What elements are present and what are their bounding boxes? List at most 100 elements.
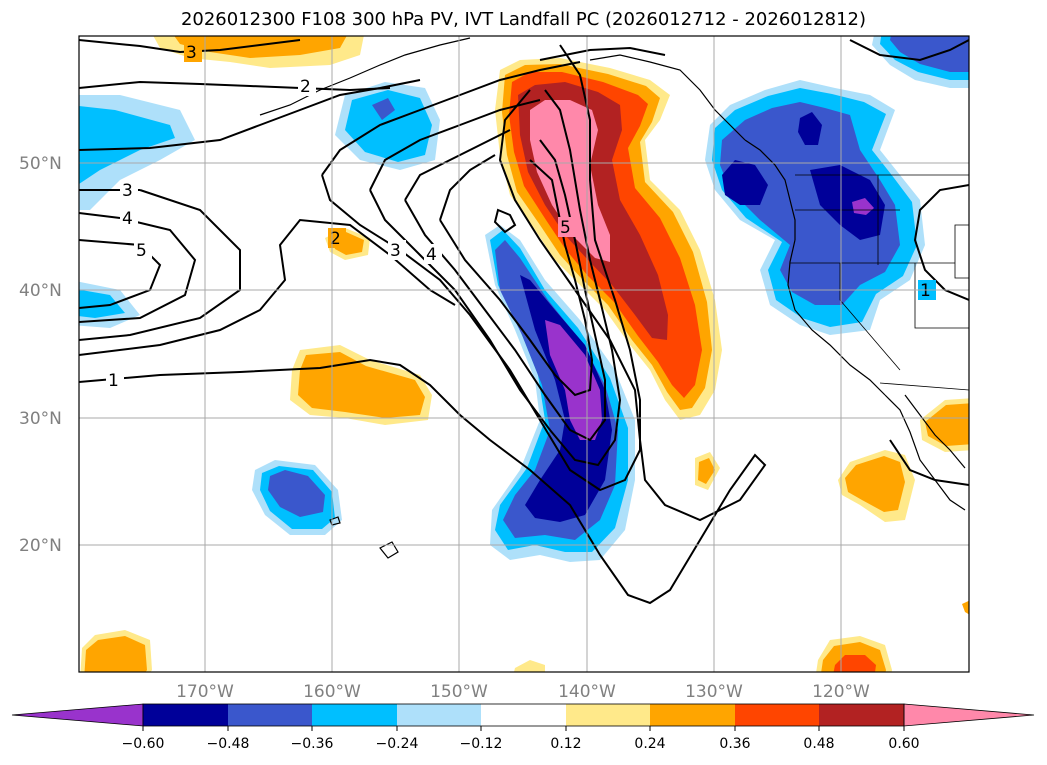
contour-label: 2 [300,77,311,97]
contour-label: 4 [426,245,437,265]
coastlines [259,37,966,559]
lon-tick-label: 120°W [812,682,870,702]
lat-tick-label: 50°N [19,154,62,174]
lon-tick-label: 170°W [176,682,234,702]
lat-tick-label: 20°N [19,536,62,556]
positive-anomaly-central-pacific-core [298,352,425,418]
negative-anomaly-west-south-mid [79,289,125,318]
contour-label-bg [120,180,138,200]
pv-contour-1-south [79,89,767,605]
colorbar-tick-label: −0.36 [291,736,334,752]
colorbar-tick-label: 0.60 [888,736,919,752]
pv-contour-4-west-loop [79,217,197,323]
colorbar-bin [312,704,397,726]
colorbar-bin [566,704,650,726]
negative-anomaly-west-coast-3 [720,102,900,305]
colorbar-tick-label: 0.12 [550,736,581,752]
colorbar-bin [481,704,566,726]
negative-anomaly-west-coast-core [852,198,874,215]
negative-anomaly-trough-core [545,320,602,440]
contour-label: 1 [920,281,931,301]
pv-contour-trough-3 [369,99,541,191]
pv-contour-1-middle [79,218,456,356]
contour-label-bg [106,370,124,390]
pv-contour-trough-2 [321,44,641,492]
colorbar-frame [142,703,905,727]
contour-label: 3 [122,181,133,201]
contour-label-bg [388,240,406,260]
negative-anomaly-west-coast-5 [798,112,822,145]
pv-contour-1-west [79,79,421,151]
colorbar-tick-label: 0.36 [719,736,750,752]
lon-tick-label: 150°W [430,682,488,702]
coastline-alaska-panhandle [589,54,746,141]
border-us-mexico [879,382,969,391]
lat-tick-label: 40°N [19,281,62,301]
colorbar-extend-high [903,703,1035,727]
pv-contour-trough-4 [369,89,622,467]
pv-contour-ridge [539,46,666,61]
pv-contour-east-3 [889,439,969,486]
contour-label-bg [298,76,316,96]
coastline-baja [884,394,966,511]
pv-contour-trough-8 [439,159,594,397]
contour-label: 3 [186,43,197,63]
island-big [379,541,399,559]
pv-contour-east-2 [849,39,969,62]
colorbar-tick-label: −0.48 [207,736,250,752]
contour-label-bg [184,42,202,62]
border-ca-nv [839,263,901,371]
contour-label: 1 [108,371,119,391]
negative-anomaly-west-north-mid [79,106,175,184]
colorbar-tick-label: −0.12 [460,736,503,752]
contour-label: 3 [390,241,401,261]
negative-anomaly-hawaii-core [268,470,325,517]
contour-label: 5 [560,218,571,238]
longitude-labels: 170°W 160°W 150°W 140°W 130°W 120°W [176,682,870,702]
colorbar-bin [228,704,312,726]
negative-anomaly-northeast-core [890,36,969,72]
lon-tick-label: 140°W [558,682,616,702]
contour-label-bg [424,244,442,264]
positive-anomaly-mexico-core [845,456,905,512]
positive-anomaly-bottom-right-core [833,655,876,672]
pv-contour-trough-5 [404,129,511,201]
latitude-labels: 50°N 40°N 30°N 20°N [19,154,62,556]
coastline-us-west [787,239,886,396]
pv-contour-2 [79,80,391,92]
colorbar-bin [143,704,228,726]
colorbar-bin [650,704,735,726]
negative-anomaly-west-coast-4 [722,160,768,205]
plot-title: 2026012300 F108 300 hPa PV, IVT Landfall… [180,9,867,30]
contour-label: 4 [122,209,133,229]
negative-anomaly-gulf-mid [345,90,432,162]
colorbar-extend-low [11,703,144,727]
map-frame [78,35,970,673]
colorbar-bin [397,704,481,726]
coastline-gulf-california [904,394,966,469]
contour-label: 2 [330,229,341,249]
lat-tick-label: 30°N [19,409,62,429]
contour-label-bg [558,217,576,237]
colorbar-ticks [142,726,905,731]
coastline-bc [744,139,796,240]
contour-label: 5 [136,241,147,261]
coastline-alaska [259,37,471,116]
contour-label-bg [120,208,138,228]
positive-anomaly-right-edge [962,600,969,615]
positive-anomaly-bottom-left-core [84,636,147,672]
colorbar-tick-label: 0.24 [634,736,665,752]
colorbar-tick-label: −0.60 [122,736,165,752]
pv-contour-trough-9 [493,208,517,234]
positive-anomaly-aleutian-core [174,36,347,58]
pv-contour-4-west [79,212,121,219]
positive-anomaly-small-east-core [698,458,715,484]
negative-anomaly-gulf-core [372,98,395,120]
border-east-1 [914,263,969,329]
negative-anomaly-west-coast-6 [810,165,885,240]
filled-contours [79,36,969,672]
colorbar: −0.60 −0.48 −0.36 −0.24 −0.12 0.12 0.24 … [11,703,1035,752]
border-east-2 [954,224,969,279]
gridlines [79,36,969,672]
